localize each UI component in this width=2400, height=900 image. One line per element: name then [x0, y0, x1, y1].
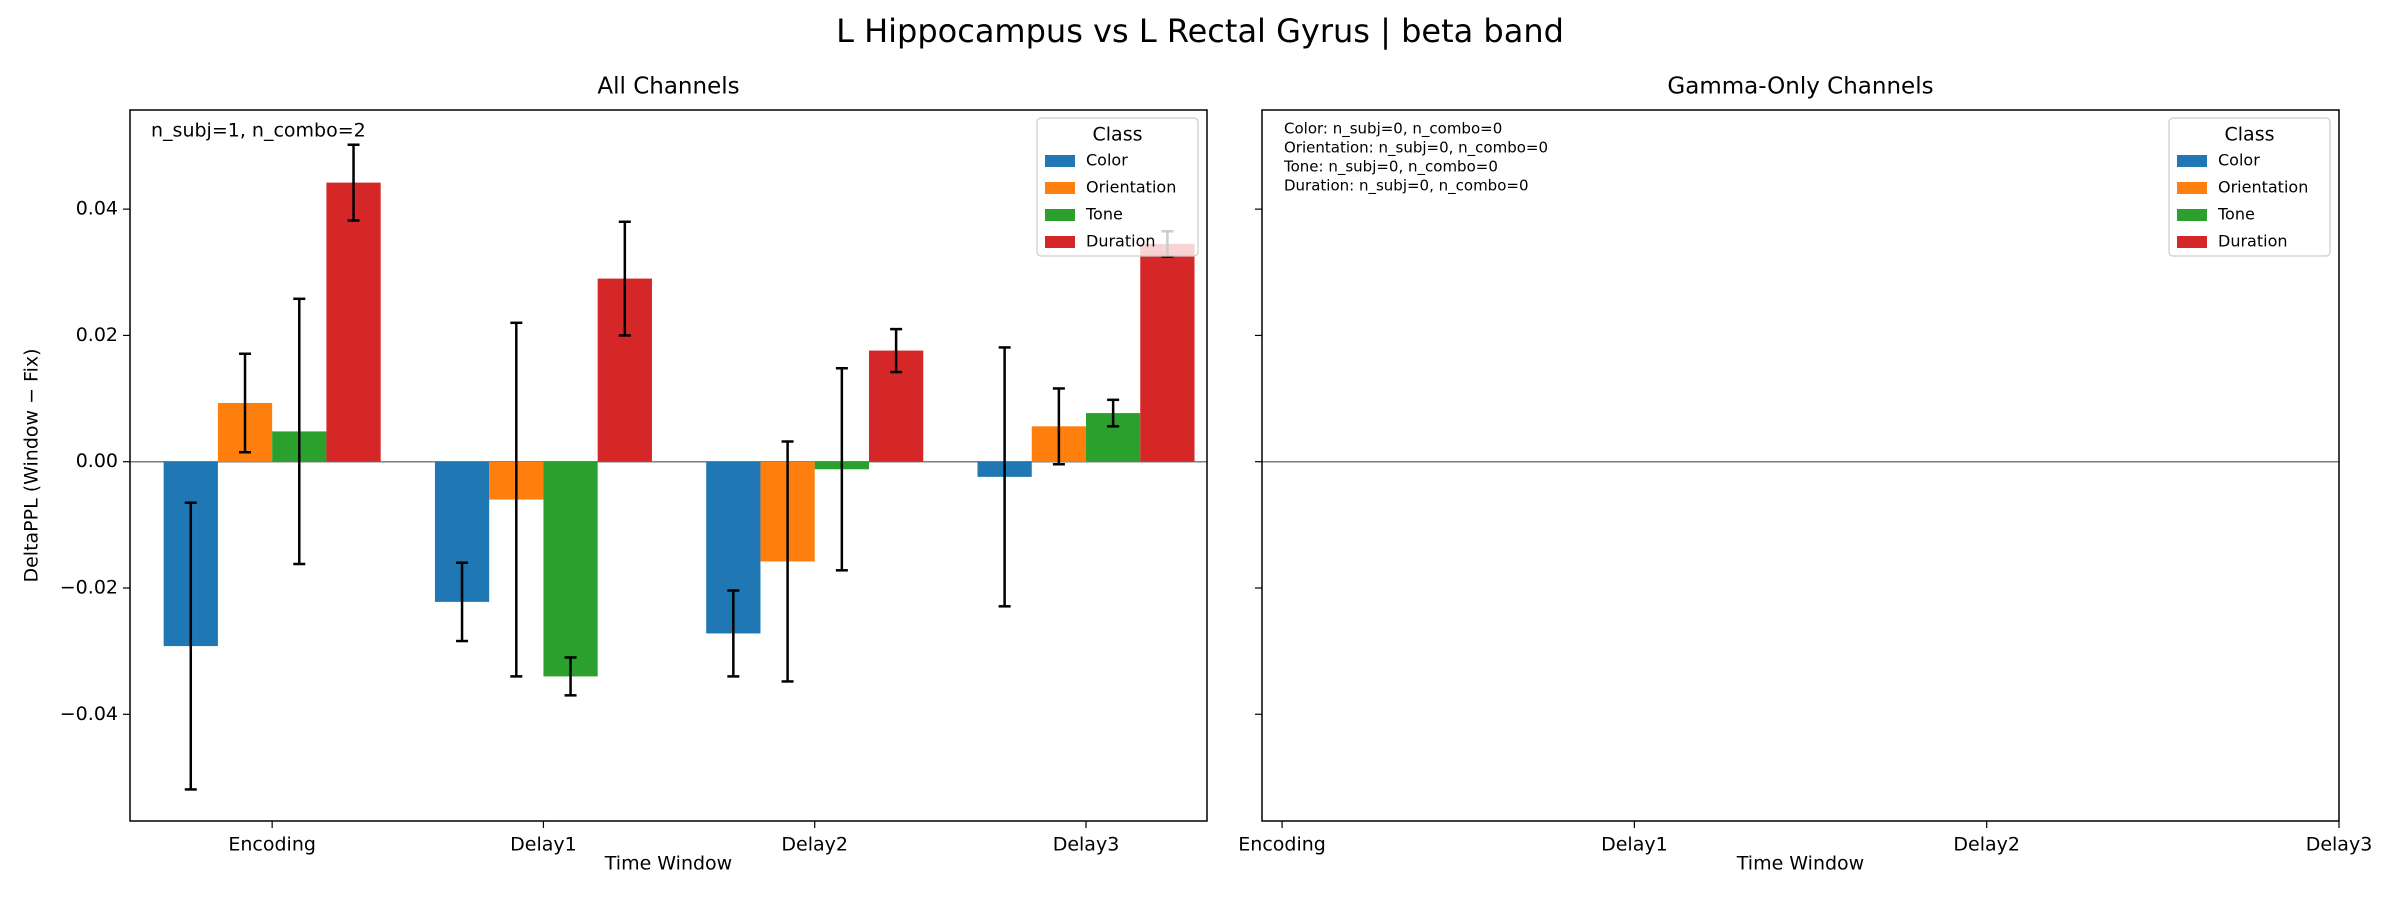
y-axis-label: DeltaPPL (Window − Fix): [21, 348, 43, 582]
legend-label: Tone: [1085, 205, 1123, 224]
error-bar: [1052, 387, 1065, 466]
legend-label: Orientation: [2218, 178, 2308, 197]
bar: [1140, 243, 1195, 462]
legend-label: Duration: [1086, 232, 1156, 251]
x-axis-label: Time Window: [1736, 853, 1864, 875]
legend-swatch: [1045, 155, 1075, 167]
error-bar: [347, 143, 360, 222]
legend-label: Orientation: [1086, 178, 1176, 197]
legend-title: Class: [2225, 124, 2275, 146]
legend-label: Color: [2218, 151, 2260, 170]
axes-title: Gamma-Only Channels: [1667, 74, 1933, 100]
y-tick-label: 0.02: [76, 324, 118, 346]
figure-title: L Hippocampus vs L Rectal Gyrus | beta b…: [836, 12, 1564, 50]
error-bar: [239, 352, 252, 454]
y-tick-label: −0.02: [60, 576, 118, 598]
error-bar: [456, 561, 469, 643]
error-bar: [293, 297, 306, 566]
axes-title: All Channels: [597, 74, 739, 100]
bar: [326, 182, 381, 462]
x-tick-label: Delay2: [1953, 834, 2020, 856]
x-tick-label: Delay1: [510, 834, 577, 856]
x-tick-label: Encoding: [228, 834, 316, 856]
x-tick-label: Encoding: [1238, 834, 1326, 856]
legend-label: Color: [1086, 151, 1128, 170]
annotation: Orientation: n_subj=0, n_combo=0: [1284, 139, 1548, 158]
error-bar: [890, 327, 903, 374]
legend-swatch: [2177, 209, 2207, 221]
y-tick-label: 0.04: [76, 198, 118, 220]
y-tick-label: 0.00: [76, 450, 118, 472]
legend-box: [1036, 117, 1199, 257]
legend-label: Duration: [2218, 232, 2288, 251]
x-axis-label: Time Window: [604, 853, 732, 875]
axes-frame: [129, 109, 1208, 822]
error-bar: [998, 346, 1011, 608]
legend-swatch: [2177, 236, 2207, 248]
legend-swatch: [1045, 182, 1075, 194]
x-tick-label: Delay2: [781, 834, 848, 856]
bar: [543, 461, 598, 677]
x-tick-label: Delay3: [1053, 834, 1120, 856]
y-tick-label: −0.04: [60, 703, 118, 725]
error-bar: [564, 656, 577, 697]
annotation: Duration: n_subj=0, n_combo=0: [1284, 177, 1529, 196]
x-tick-label: Delay1: [1601, 834, 1668, 856]
annotation: Tone: n_subj=0, n_combo=0: [1283, 158, 1498, 177]
error-bar: [618, 220, 631, 337]
error-bar: [1107, 398, 1120, 428]
error-bar: [835, 367, 848, 572]
legend-title: Class: [1093, 124, 1143, 146]
legend-swatch: [1045, 236, 1075, 248]
annotation: n_subj=1, n_combo=2: [151, 120, 366, 142]
legend-box: [2168, 117, 2331, 257]
legend-swatch: [1045, 209, 1075, 221]
error-bar: [510, 321, 523, 678]
legend-label: Tone: [2217, 205, 2255, 224]
legend-swatch: [2177, 182, 2207, 194]
error-bar: [781, 440, 794, 683]
legend-swatch: [2177, 155, 2207, 167]
axes-frame: [1261, 109, 2340, 822]
error-bar: [184, 501, 197, 791]
error-bar: [727, 589, 740, 678]
x-tick-label: Delay3: [2306, 834, 2373, 856]
annotation: Color: n_subj=0, n_combo=0: [1284, 120, 1502, 139]
